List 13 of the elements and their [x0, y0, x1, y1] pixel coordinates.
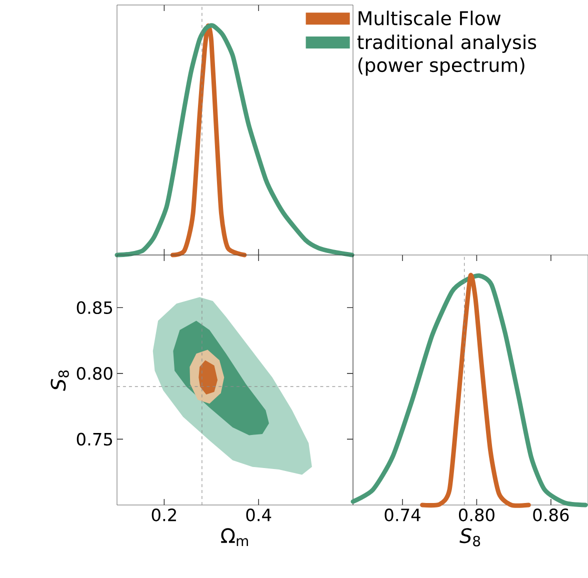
x-tick-label: 0.80	[458, 508, 494, 522]
legend-label: Multiscale Flow	[358, 10, 501, 26]
y-tick-label: 0.75	[76, 432, 112, 446]
y-axis-title: S$_{8}$	[50, 370, 69, 391]
x-tick-label: 0.74	[384, 508, 420, 522]
legend-label: traditional analysis (power spectrum)	[357, 34, 536, 76]
x-tick-label: 0.4	[246, 508, 272, 522]
x-axis-title: Ω$_{m}$	[221, 528, 248, 546]
x-axis-title: S$_{8}$	[460, 528, 480, 546]
y-tick-label: 0.85	[76, 301, 112, 314]
x-tick-label: 0.86	[533, 508, 569, 522]
x-tick-label: 0.2	[152, 508, 176, 522]
y-tick-label: 0.80	[76, 367, 112, 380]
